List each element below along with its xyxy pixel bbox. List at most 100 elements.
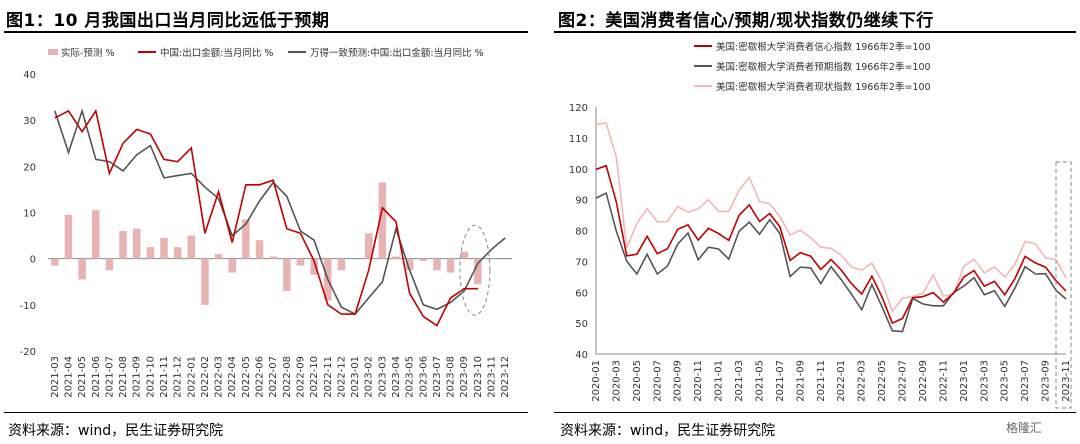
left-bar-mark [378, 182, 387, 259]
left-x-tick-label: 2021-06 [91, 356, 102, 398]
right-x-tick-label: 2022-11 [938, 360, 949, 402]
left-x-tick-label: 2023-08 [446, 356, 457, 398]
right-x-tick-label: 2022-07 [898, 360, 909, 402]
right-y-tick-label: 80 [575, 227, 588, 238]
left-legend-label: 中国:出口金额:当月同比 % [160, 47, 273, 59]
left-bar-mark [446, 258, 455, 273]
right-x-tick-label: 2022-01 [836, 360, 847, 402]
left-x-tick-label: 2023-07 [432, 356, 443, 398]
right-y-tick-label: 90 [575, 196, 588, 207]
left-bar-mark [283, 258, 291, 291]
left-x-tick-label: 2021-09 [132, 356, 143, 398]
right-series-line-expectations [595, 191, 1067, 333]
right-x-tick-label: 2020-01 [591, 360, 602, 402]
left-x-tick-label: 2023-10 [473, 356, 484, 398]
left-x-tick-label: 2022-09 [295, 356, 306, 398]
right-x-tick-label: 2023-07 [1020, 360, 1031, 402]
left-x-tick-label: 2023-03 [377, 356, 388, 398]
right-x-tick-label: 2020-11 [693, 360, 704, 402]
right-x-tick-label: 2020-07 [652, 360, 663, 402]
left-x-tick-label: 2023-05 [405, 356, 416, 398]
right-x-tick-label: 2022-03 [857, 360, 868, 402]
right-x-tick-label: 2020-03 [611, 360, 622, 402]
left-bar-mark [105, 258, 114, 271]
left-x-tick-label: 2021-05 [77, 356, 88, 398]
left-title-rule [4, 31, 528, 33]
left-x-tick-label: 2022-05 [241, 356, 252, 398]
left-y-tick-label: -10 [20, 301, 36, 312]
watermark-logo: 格隆汇 [1006, 421, 1043, 435]
left-x-tick-label: 2021-11 [159, 356, 170, 398]
right-x-tick-label: 2023-11 [1061, 360, 1072, 402]
left-x-tick-label: 2022-06 [255, 356, 266, 398]
right-legend-label: 美国:密歇根大学消费者预期指数 1966年2季=100 [716, 61, 931, 73]
left-bar-mark [214, 254, 223, 259]
left-y-tick-label: 20 [23, 162, 36, 173]
right-y-tick-label: 60 [575, 288, 588, 299]
left-bar-mark [78, 258, 86, 280]
right-x-tick-label: 2022-05 [877, 360, 888, 402]
left-x-tick-label: 2021-10 [145, 356, 156, 398]
left-bar-mark [187, 235, 195, 259]
left-highlight-ellipse [459, 224, 491, 316]
right-series-line-current [595, 122, 1067, 314]
left-x-tick-label: 2022-08 [282, 356, 293, 398]
right-legend-label: 美国:密歇根大学消费者现状指数 1966年2季=100 [716, 81, 931, 93]
right-highlight-box [1055, 161, 1072, 409]
left-x-tick-label: 2022-02 [200, 356, 211, 398]
right-x-tick-label: 2021-01 [714, 360, 725, 402]
right-series-line-sentiment [595, 164, 1067, 325]
left-bar-mark [146, 247, 155, 259]
left-bar-mark [365, 233, 373, 259]
left-x-tick-label: 2023-11 [487, 356, 498, 398]
left-x-tick-label: 2023-09 [459, 356, 470, 398]
left-y-tick-label: -20 [20, 347, 36, 358]
left-source-note: 资料来源：wind，民生证券研究院 [8, 423, 224, 439]
right-source-rule [554, 412, 1076, 413]
left-bar-mark [433, 258, 441, 271]
left-x-tick-label: 2021-07 [104, 356, 115, 398]
right-panel-title: 图2：美国消费者信心/预期/现状指数仍继续下行 [558, 11, 934, 31]
left-legend-label: 万得一致预测:中国:出口金额:当月同比 % [310, 47, 484, 59]
left-series-line-consensus [54, 108, 506, 316]
right-y-tick-label: 70 [575, 257, 588, 268]
right-x-tick-label: 2022-09 [918, 360, 929, 402]
left-legend-label: 实际-预测 % [61, 47, 114, 59]
right-x-tick-label: 2021-05 [754, 360, 765, 402]
left-x-tick-label: 2023-12 [500, 356, 511, 398]
left-x-tick-label: 2021-08 [118, 356, 129, 398]
left-bar-mark [51, 258, 59, 266]
right-x-tick-label: 2021-09 [795, 360, 806, 402]
left-series-line-actual [54, 108, 478, 327]
right-title-rule [554, 31, 1076, 33]
left-bar-mark [337, 258, 346, 271]
left-bar-mark [405, 258, 414, 271]
left-x-tick-label: 2023-06 [418, 356, 429, 398]
right-x-tick-label: 2023-01 [959, 360, 970, 402]
left-bar-mark [228, 258, 236, 273]
left-bar-mark [474, 258, 482, 285]
left-x-tick-label: 2023-01 [350, 356, 361, 398]
left-bar-mark [242, 219, 250, 259]
right-legend-label: 美国:密歇根大学消费者信心指数 1966年2季=100 [716, 41, 931, 53]
right-y-tick-label: 110 [569, 134, 588, 145]
left-bar-mark [392, 256, 400, 259]
left-bar-mark [160, 237, 168, 259]
right-x-tick-label: 2021-03 [734, 360, 745, 402]
right-source-note: 资料来源：wind，民生证券研究院 [560, 423, 776, 439]
left-x-tick-label: 2021-03 [50, 356, 61, 398]
left-bar-mark [419, 258, 427, 261]
left-x-tick-label: 2021-04 [63, 356, 74, 398]
left-x-tick-label: 2022-01 [186, 356, 197, 398]
left-bar-mark [460, 251, 468, 259]
left-y-tick-label: 0 [30, 255, 36, 266]
left-legend-swatch [48, 49, 58, 55]
left-bar-mark [269, 256, 277, 259]
left-x-tick-label: 2022-04 [227, 356, 238, 398]
left-x-tick-label: 2022-12 [336, 356, 347, 398]
right-y-tick-label: 40 [575, 350, 588, 361]
right-x-tick-label: 2020-05 [632, 360, 643, 402]
left-x-tick-label: 2023-04 [391, 356, 402, 398]
right-x-tick-label: 2023-09 [1041, 360, 1052, 402]
